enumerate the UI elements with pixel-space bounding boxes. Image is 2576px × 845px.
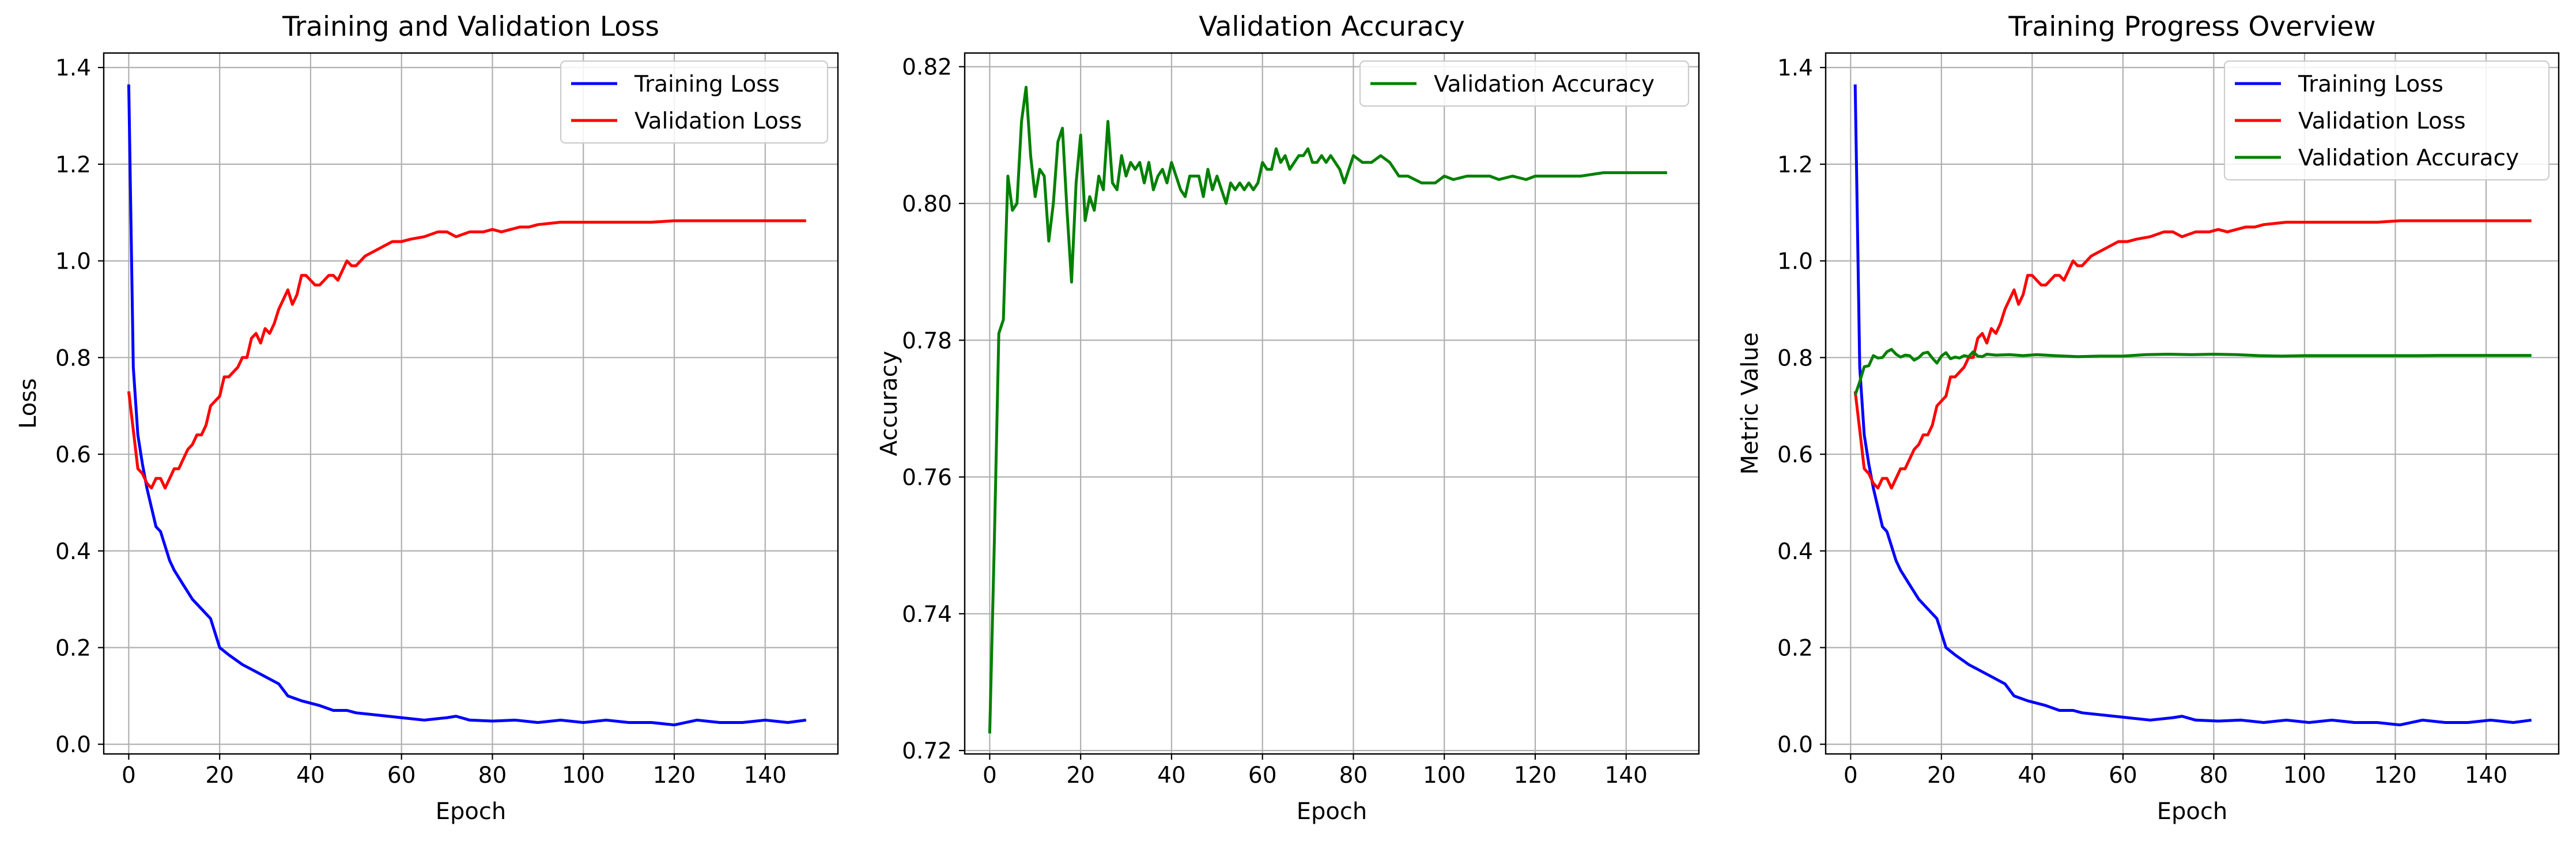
x-axis-label: Epoch	[2157, 798, 2227, 825]
legend: Training Loss Validation Loss Validation A…	[2223, 60, 2550, 181]
x-tick-label: 0	[1844, 763, 1858, 789]
axes-frame	[964, 52, 1700, 755]
y-tick-label: 0.2	[55, 636, 91, 662]
y-tick-label: 1.2	[55, 152, 91, 178]
x-tick-label: 20	[205, 763, 234, 789]
y-tick-label: 0.6	[55, 442, 91, 468]
axes-frame	[103, 52, 839, 755]
legend-label: Training Loss	[634, 71, 780, 97]
x-tick-label: 120	[2374, 763, 2416, 789]
legend-label: Validation Accuracy	[2298, 145, 2519, 171]
y-tick-label: 0.6	[1777, 442, 1813, 468]
y-tick-label: 1.4	[55, 55, 91, 81]
series-line-validation-accuracy	[988, 85, 1667, 734]
chart-title: Training Progress Overview	[2008, 11, 2375, 43]
chart-panel-3: 0 20 40 60 80 100 120 140 0.0 0.2 0.4 0.6 0.8 1.0 1.2 1…	[1737, 11, 2560, 825]
x-tick-label: 80	[1339, 763, 1368, 789]
y-tick-label: 0.80	[902, 191, 952, 217]
series-line-validation-loss	[127, 219, 806, 490]
chart-panel-2: 0 20 40 60 80 100 120 140 0.72 0.74 0.76 0.78 0.80 0.…	[876, 11, 1700, 825]
x-tick-label: 40	[1157, 763, 1186, 789]
y-tick-label: 0.74	[902, 602, 952, 628]
x-tick-label: 100	[562, 763, 605, 789]
x-tick-label: 140	[2465, 763, 2507, 789]
axes-frame	[1825, 52, 2560, 755]
y-tick-label: 0.4	[55, 539, 91, 565]
legend-label: Validation Accuracy	[1434, 71, 1655, 97]
legend-box	[560, 60, 829, 144]
x-tick-label: 20	[1066, 763, 1095, 789]
legend-box	[1359, 60, 1690, 107]
series-line-training-loss	[127, 84, 807, 727]
y-axis-label: Accuracy	[876, 351, 902, 457]
y-axis-label: Metric Value	[1737, 333, 1763, 475]
x-tick-label: 40	[2018, 763, 2047, 789]
legend-label: Validation Loss	[2298, 108, 2466, 134]
series-line-validation-loss	[1853, 219, 2532, 490]
y-tick-label: 1.4	[1777, 55, 1813, 81]
y-tick-label: 0.72	[902, 738, 952, 764]
y-axis-label: Loss	[15, 378, 41, 429]
y-tick-label: 0.78	[902, 328, 952, 354]
y-tick-label: 0.76	[902, 465, 952, 491]
x-tick-label: 0	[983, 763, 997, 789]
legend: Training Loss Validation Loss	[560, 60, 829, 144]
x-tick-label: 60	[1248, 763, 1277, 789]
y-tick-label: 0.4	[1777, 539, 1813, 565]
x-tick-label: 60	[2109, 763, 2137, 789]
y-tick-label: 1.0	[55, 249, 91, 275]
legend-label: Validation Loss	[634, 108, 802, 134]
x-tick-label: 60	[387, 763, 416, 789]
x-tick-label: 120	[1514, 763, 1557, 789]
y-tick-label: 1.2	[1777, 152, 1813, 178]
x-axis-label: Epoch	[436, 798, 506, 825]
x-tick-label: 20	[1927, 763, 1956, 789]
legend-label: Training Loss	[2298, 71, 2443, 97]
series-line-validation-accuracy	[1853, 348, 2532, 396]
x-tick-label: 100	[1423, 763, 1465, 789]
x-tick-label: 80	[2200, 763, 2228, 789]
y-tick-label: 0.0	[1777, 732, 1813, 758]
legend: Validation Accuracy	[1359, 60, 1690, 107]
series-line-training-loss	[1853, 84, 2532, 727]
y-tick-label: 0.0	[55, 732, 91, 758]
legend-box	[2223, 60, 2550, 181]
x-tick-label: 80	[478, 763, 507, 789]
chart-panel-1: 0 20 40 60 80 100 120 140 0.0 0.2 0.4 0.6 0.8 1.0 1.2 1…	[15, 11, 839, 825]
y-tick-label: 0.82	[902, 55, 952, 81]
x-tick-label: 140	[744, 763, 787, 789]
y-tick-label: 0.8	[55, 345, 91, 371]
y-tick-label: 0.2	[1777, 636, 1813, 662]
y-tick-label: 1.0	[1777, 249, 1813, 275]
x-tick-label: 120	[653, 763, 696, 789]
x-tick-label: 0	[122, 763, 136, 789]
chart-title: Validation Accuracy	[1199, 11, 1465, 43]
x-tick-label: 40	[296, 763, 325, 789]
x-axis-label: Epoch	[1297, 798, 1367, 825]
x-tick-label: 100	[2283, 763, 2326, 789]
y-tick-label: 0.8	[1777, 345, 1813, 371]
chart-title: Training and Validation Loss	[282, 11, 659, 43]
x-tick-label: 140	[1605, 763, 1648, 789]
